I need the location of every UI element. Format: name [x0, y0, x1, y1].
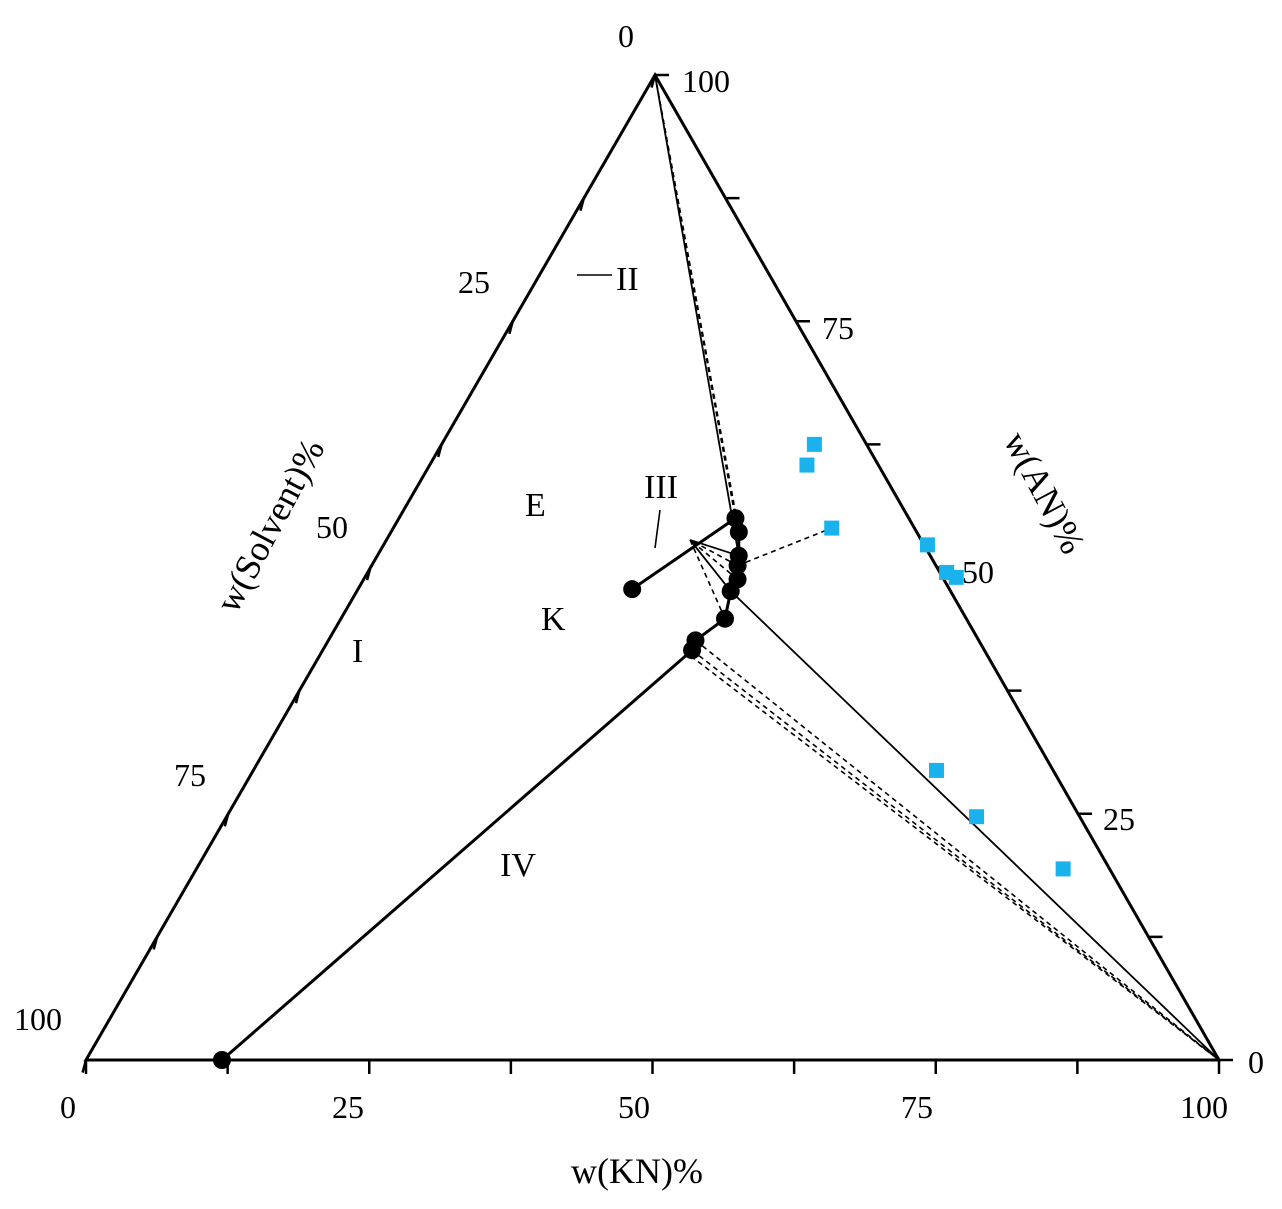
region-label-iii: III [644, 469, 678, 506]
tick-left [223, 813, 230, 827]
solubility-point [715, 609, 734, 628]
experimental-point [948, 569, 964, 585]
tick-marks [81, 73, 1233, 1074]
tick-left [81, 1059, 88, 1073]
region-label-ii: II [616, 261, 639, 298]
solubility-point [721, 582, 740, 601]
tick-left [437, 444, 443, 458]
region-label-i: I [352, 633, 363, 670]
axis-title-an: w(AN)% [996, 425, 1093, 560]
tick-label-solvent-50: 50 [316, 509, 348, 545]
tie-line [689, 539, 739, 580]
tick-label-solvent-top: 0 [618, 18, 634, 54]
tick-left [579, 197, 586, 212]
solubility-point [729, 523, 748, 542]
point-label-e: E [525, 487, 546, 524]
experimental-point [1055, 861, 1071, 877]
tick-label-an-25: 25 [1103, 801, 1135, 837]
experimental-point [799, 457, 815, 473]
tie-line [654, 74, 740, 533]
solubility-point [623, 580, 642, 599]
experimental-point [969, 809, 985, 825]
tick-left [650, 74, 657, 88]
tick-label-kn-100: 100 [1180, 1089, 1228, 1125]
point-label-k: K [541, 601, 566, 638]
tick-left [294, 690, 301, 704]
solubility-curve [220, 516, 741, 1062]
solubility-point [728, 556, 747, 575]
solubility-point [726, 509, 745, 528]
tick-left [508, 320, 514, 335]
tick-label-kn-50: 50 [618, 1089, 650, 1125]
solubility-point [683, 641, 702, 660]
tick-label-kn-0: 0 [60, 1089, 76, 1125]
tick-left [365, 567, 372, 581]
axis-title-solvent: w(Solvent)% [208, 432, 333, 619]
tick-label-an-0: 0 [1248, 1044, 1264, 1080]
experimental-point [919, 537, 935, 553]
tie-line [689, 539, 726, 620]
region-label-iv: IV [500, 847, 536, 884]
data-points [212, 436, 1071, 1069]
tie-line [691, 649, 1220, 1061]
tick-label-kn-25: 25 [332, 1089, 364, 1125]
experimental-point [824, 520, 840, 536]
tick-label-kn-75: 75 [901, 1089, 933, 1125]
boundary-line [654, 74, 740, 556]
tick-left [152, 936, 159, 950]
tie-line [737, 527, 833, 567]
leader-line-iii [654, 509, 661, 549]
text-layer: 0 100 75 50 25 0 25 50 75 100 0 25 50 75… [14, 18, 1264, 1191]
boundary-line [730, 590, 1220, 1061]
experimental-point [806, 436, 822, 452]
tick-label-solvent-25: 25 [458, 264, 490, 300]
tick-label-solvent-75: 75 [174, 757, 206, 793]
tie-line [690, 655, 1220, 1061]
solubility-point [212, 1051, 231, 1069]
tick-label-an-50: 50 [962, 554, 994, 590]
tie-line [694, 639, 1220, 1061]
tick-label-solvent-100: 100 [14, 1001, 62, 1037]
axis-title-kn: w(KN)% [571, 1151, 703, 1191]
experimental-point [928, 762, 944, 778]
tick-label-an-100: 100 [682, 63, 730, 99]
boundary-line [689, 539, 732, 592]
tick-label-an-75: 75 [822, 310, 854, 346]
